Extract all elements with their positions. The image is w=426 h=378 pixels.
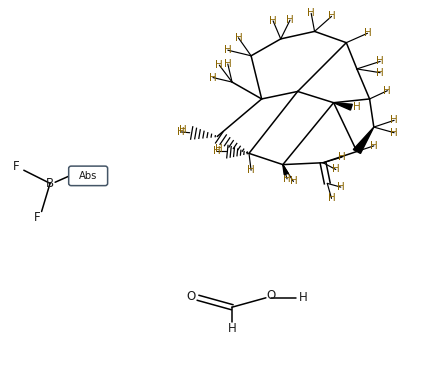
Text: H: H <box>269 16 277 26</box>
Text: H: H <box>286 15 294 25</box>
Text: H: H <box>307 8 315 19</box>
Text: H: H <box>332 164 340 175</box>
Text: H: H <box>227 322 236 335</box>
Text: O: O <box>266 290 276 302</box>
Text: H: H <box>290 177 297 186</box>
Text: O: O <box>186 290 195 303</box>
Polygon shape <box>334 103 352 110</box>
Text: B: B <box>46 177 54 190</box>
Text: H: H <box>337 182 345 192</box>
Text: H: H <box>376 68 384 78</box>
Text: H: H <box>328 11 335 22</box>
Text: H: H <box>353 102 361 112</box>
Text: H: H <box>328 194 335 203</box>
Text: H: H <box>235 33 242 43</box>
Text: H: H <box>338 152 346 162</box>
Text: H: H <box>213 147 221 156</box>
Text: H: H <box>283 174 291 184</box>
Text: H: H <box>216 60 223 70</box>
Text: Abs: Abs <box>79 171 97 181</box>
Text: H: H <box>224 59 232 69</box>
Text: H: H <box>376 56 384 67</box>
Text: H: H <box>209 73 217 82</box>
Text: H: H <box>247 165 255 175</box>
Text: F: F <box>34 211 40 225</box>
Text: H: H <box>299 291 308 304</box>
Polygon shape <box>353 127 374 153</box>
FancyBboxPatch shape <box>69 166 108 186</box>
Polygon shape <box>283 164 288 175</box>
Text: H: H <box>370 141 378 151</box>
Text: H: H <box>364 28 371 38</box>
Text: H: H <box>178 125 187 135</box>
Text: H: H <box>224 45 232 55</box>
Text: H: H <box>383 86 391 96</box>
Text: H: H <box>177 127 185 137</box>
Text: F: F <box>13 160 20 173</box>
Text: H: H <box>390 128 398 138</box>
Text: H: H <box>390 115 398 125</box>
Text: H: H <box>215 144 222 154</box>
